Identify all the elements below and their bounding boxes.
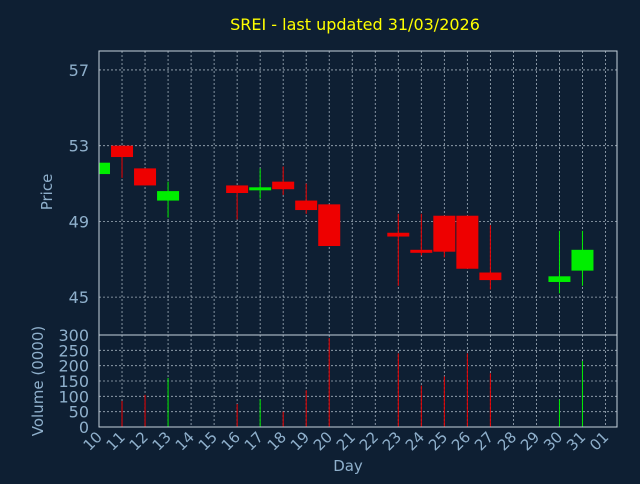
volume-grid bbox=[98, 334, 617, 428]
candle-body bbox=[318, 204, 341, 247]
candle-body bbox=[157, 191, 180, 201]
candle-body bbox=[295, 200, 318, 211]
candle-body bbox=[571, 249, 594, 271]
x-axis-label: Day bbox=[333, 457, 363, 475]
candle-body bbox=[410, 249, 433, 253]
candle-body bbox=[456, 215, 479, 269]
volume-bars bbox=[121, 338, 583, 427]
candle-body bbox=[387, 232, 410, 237]
volume-tick-label: 200 bbox=[58, 357, 89, 376]
price-tick-label: 45 bbox=[69, 288, 89, 307]
candle-body bbox=[548, 276, 571, 282]
chart-title: SREI - last updated 31/03/2026 bbox=[230, 15, 480, 34]
candle-body bbox=[479, 272, 502, 281]
candle-body bbox=[249, 187, 272, 191]
price-axis-label: Price bbox=[38, 174, 56, 211]
candle-body bbox=[226, 185, 249, 193]
candle-body bbox=[433, 215, 456, 252]
x-ticks: 1011121314151617181920212223242526272829… bbox=[80, 428, 613, 454]
candle-body bbox=[272, 181, 295, 190]
candle-body bbox=[111, 145, 134, 158]
volume-tick-label: 150 bbox=[58, 372, 89, 391]
price-tick-label: 53 bbox=[69, 137, 89, 156]
price-tick-label: 49 bbox=[69, 212, 89, 231]
volume-panel-frame bbox=[98, 334, 618, 428]
x-tick-label: 01 bbox=[586, 428, 612, 454]
candle-body bbox=[99, 162, 110, 175]
price-y-ticks: 45 49 53 57 bbox=[69, 61, 89, 307]
candle-body bbox=[134, 168, 157, 186]
volume-tick-label: 250 bbox=[58, 341, 89, 360]
price-tick-label: 57 bbox=[69, 61, 89, 80]
volume-tick-label: 100 bbox=[58, 387, 89, 406]
volume-tick-label: 300 bbox=[58, 326, 89, 345]
volume-axis-label: Volume (0000) bbox=[29, 326, 47, 436]
candles bbox=[98, 145, 594, 294]
volume-tick-label: 0 bbox=[79, 418, 89, 437]
volume-tick-label: 50 bbox=[69, 403, 89, 422]
